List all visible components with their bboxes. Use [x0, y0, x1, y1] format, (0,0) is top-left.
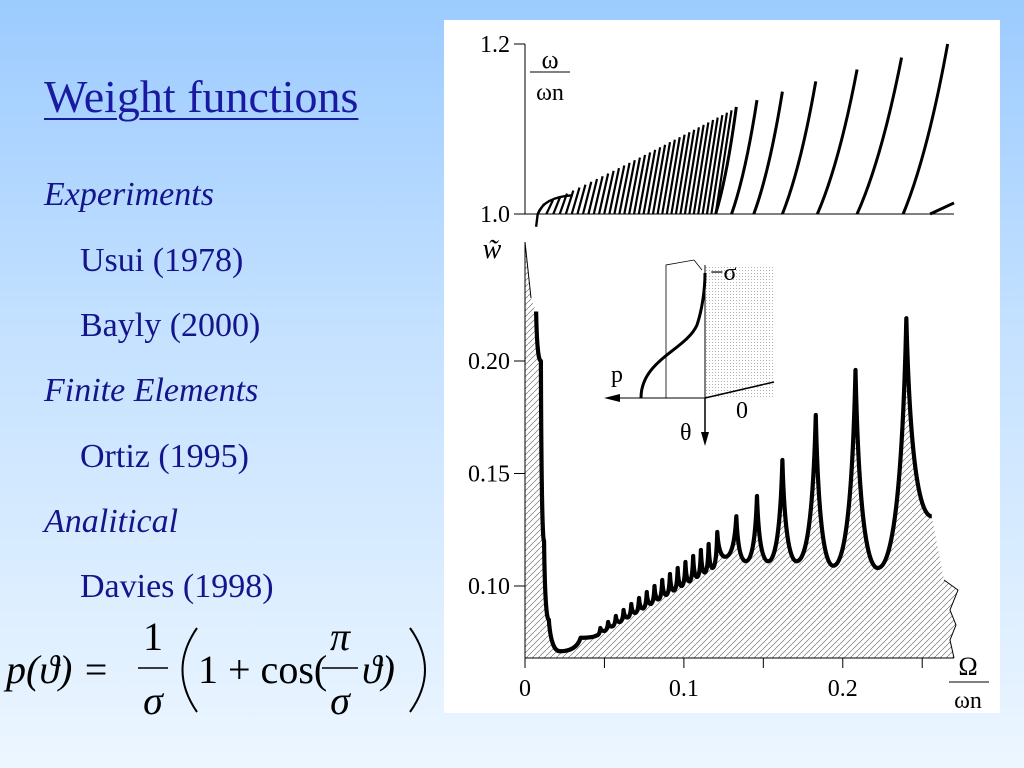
bottom-xlabel-num: Ω [958, 652, 977, 681]
top-dense-branch [545, 199, 555, 215]
formula-den1: σ [143, 678, 164, 723]
formula-right-paren [409, 627, 426, 713]
top-dense-branch [608, 167, 621, 215]
inset-p-label: p [611, 362, 623, 388]
top-branch-7 [901, 43, 950, 215]
bottom-hatched-area [525, 242, 958, 658]
list-category-finite-elements: Finite Elements [44, 372, 259, 409]
top-ytick-label-1-2: 1.2 [480, 32, 510, 58]
formula-den2: σ [330, 678, 351, 723]
top-branch-5 [815, 69, 859, 215]
formula-lhs: p(ϑ) = [3, 647, 109, 692]
top-ylabel-num: ω [541, 45, 558, 74]
top-dense-branch [642, 149, 657, 215]
inset-diagram: −σ p 0 θ [604, 259, 775, 446]
list-item-davies: Davies (1998) [80, 568, 274, 605]
list-item-ortiz: Ortiz (1995) [80, 438, 250, 475]
top-branch-1 [714, 106, 738, 215]
bottom-ytick-label-0: 0.20 [468, 349, 510, 375]
bottom-right-squiggle [943, 579, 959, 659]
top-dense-branch [674, 132, 691, 215]
top-dense-branch [597, 173, 610, 215]
top-dense-branch [692, 122, 710, 215]
bottom-xtick-label-1: 0.1 [669, 676, 699, 702]
top-dense-branch [714, 110, 733, 215]
slide-title: Weight functions [44, 71, 359, 122]
top-partial-branch [929, 201, 955, 216]
top-dense-branch [628, 157, 641, 215]
bottom-xtick-label-2: 0.2 [828, 676, 858, 702]
bottom-xlabel-den: ωn [954, 688, 982, 713]
top-dense-branch [552, 196, 562, 215]
top-dense-branch [661, 139, 676, 215]
inset-theta-label: θ [680, 420, 692, 446]
top-branch-2 [730, 99, 759, 215]
formula-left-paren [181, 627, 198, 713]
formula-num2: π [330, 614, 351, 659]
list-category-analitical: Analitical [44, 503, 179, 540]
top-dense-branch [651, 144, 667, 215]
top-branch-3 [752, 91, 784, 215]
inset-weight-curve [639, 272, 707, 399]
top-dense-branch [592, 176, 604, 215]
top-dense-branch [705, 114, 724, 215]
top-dense-branch [701, 117, 719, 215]
inset-slope-line [704, 381, 775, 399]
top-ylabel-den: ωn [536, 80, 564, 106]
top-dense-branch [570, 187, 581, 215]
formula-one-plus-cos: 1 + cos( [198, 647, 327, 692]
bottom-chart: 0.20 0.15 0.10 0 0.1 0.2 w̃ Ω ωn −σ p 0 θ [468, 234, 989, 713]
top-dense-branch [710, 112, 729, 215]
inset-theta-arrow [701, 432, 709, 446]
inset-p-arrow [604, 394, 620, 402]
top-dense-branch [618, 162, 631, 215]
bottom-xtick-label-0: 0 [519, 676, 531, 702]
inset-thin-curve [665, 259, 703, 398]
top-dense-branch [647, 147, 662, 215]
top-dense-branch [679, 129, 696, 215]
inset-dotted-region [705, 265, 773, 398]
inset-sigma-label: −σ [710, 260, 737, 286]
top-dense-branch [683, 127, 700, 215]
top-dense-branch [613, 165, 626, 215]
top-dense-branch [603, 170, 615, 215]
top-dense-branch [623, 159, 636, 215]
inset-zero-label: 0 [736, 398, 748, 424]
list-item-bayly: Bayly (2000) [80, 307, 261, 344]
top-chart: 1.2 1.0 ω ωn [480, 32, 955, 228]
bottom-ytick-label-1: 0.15 [468, 462, 510, 488]
bottom-top-squiggle [524, 241, 532, 299]
bottom-weight-curve [534, 311, 933, 654]
top-branch-4 [781, 81, 818, 215]
list-category-experiments: Experiments [44, 176, 214, 213]
top-dense-branch [637, 152, 652, 215]
top-branch-6 [855, 57, 904, 215]
figure-panel: 1.2 1.0 ω ωn 0.20 0.15 0.10 0 0.1 0.2 w̃ Ω ω… [444, 20, 1000, 713]
top-initial-branch [534, 194, 573, 227]
top-dense-branch [656, 142, 672, 215]
top-ytick-label-1-0: 1.0 [480, 202, 510, 228]
formula-theta-close: ϑ) [362, 647, 395, 692]
top-dense-branch [576, 184, 587, 215]
bottom-ylabel: w̃ [483, 234, 502, 265]
weight-function-formula: p(ϑ) = 1 σ 1 + cos( π σ ϑ) [3, 614, 426, 723]
top-dense-branch [665, 137, 681, 215]
top-dense-branch [670, 134, 686, 215]
top-dense-branch [632, 154, 647, 215]
bottom-ytick-label-2: 0.10 [468, 574, 510, 600]
list-item-usui: Usui (1978) [80, 242, 244, 279]
top-dense-branch [587, 178, 599, 215]
top-dense-branch [688, 124, 705, 215]
top-dense-branch [697, 119, 715, 215]
formula-num1: 1 [143, 614, 163, 659]
top-dense-branch [581, 181, 593, 215]
